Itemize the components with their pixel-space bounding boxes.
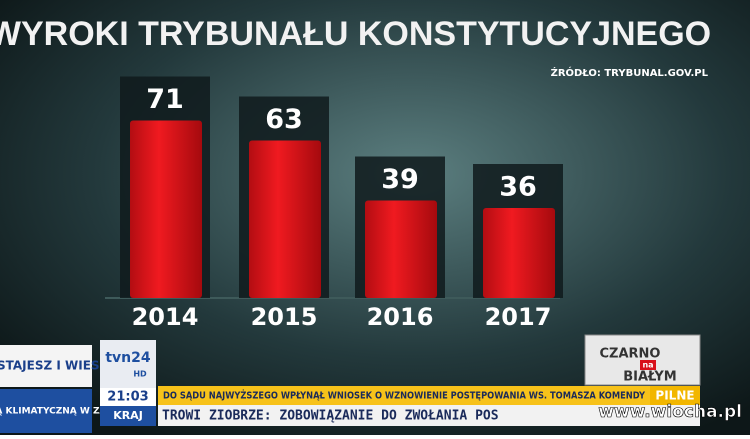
x-tick-label: 2014: [132, 303, 199, 331]
source: ŹRÓDŁO: TRYBUNAL.GOV.PL: [551, 66, 709, 79]
bar: [249, 140, 321, 298]
logo-box: [100, 340, 156, 388]
value-label: 36: [499, 172, 537, 203]
show-mid-box: [640, 360, 656, 370]
urgent-bar: [158, 386, 650, 405]
urgent-label-box: [650, 386, 700, 405]
show-mid: na: [642, 361, 653, 370]
show-bottom: BIAŁYM: [623, 370, 676, 385]
bar: [483, 208, 555, 298]
bar: [130, 120, 202, 298]
time: 21:03: [107, 390, 148, 405]
logo: tvn24: [105, 350, 151, 366]
value-label: 71: [146, 84, 184, 115]
ticker: TROWI ZIOBRZE: ZOBOWIĄZANIE DO ZWOŁANIA …: [162, 409, 499, 424]
ticker-urgent: DO SĄDU NAJWYŻSZEGO WPŁYNĄŁ WNIOSEK O WZ…: [163, 391, 645, 402]
chart-title: WYROKI TRYBUNAŁU KONSTYTUCYJNEGO: [0, 15, 711, 53]
ticker-bar: [158, 405, 700, 426]
section: KRAJ: [113, 409, 143, 422]
x-tick-label: 2017: [485, 303, 552, 331]
urgent-label: PILNE: [655, 389, 694, 403]
show-box: [584, 334, 701, 386]
logo-hd: HD: [133, 370, 147, 379]
side-bottom: CO Z OPŁATĄ KLIMATYCZNĄ W ZAKOPANEM: [0, 407, 156, 417]
show-top: CZARNO: [600, 347, 661, 362]
value-label: 39: [381, 164, 419, 195]
watermark: www.wiocha.pl: [598, 402, 742, 422]
bars: 71 2014 63 2015 39 2016 36 2017: [120, 76, 563, 331]
x-tick-label: 2015: [251, 303, 318, 331]
section-box: [100, 406, 156, 426]
x-tick-label: 2016: [367, 303, 434, 331]
value-label: 63: [265, 104, 303, 135]
bar: [365, 200, 437, 298]
side-box: [0, 389, 92, 433]
side-box: [0, 345, 92, 387]
side-top: WSTAJESZ I WIESZ: [0, 359, 109, 373]
time-box: [100, 388, 156, 406]
